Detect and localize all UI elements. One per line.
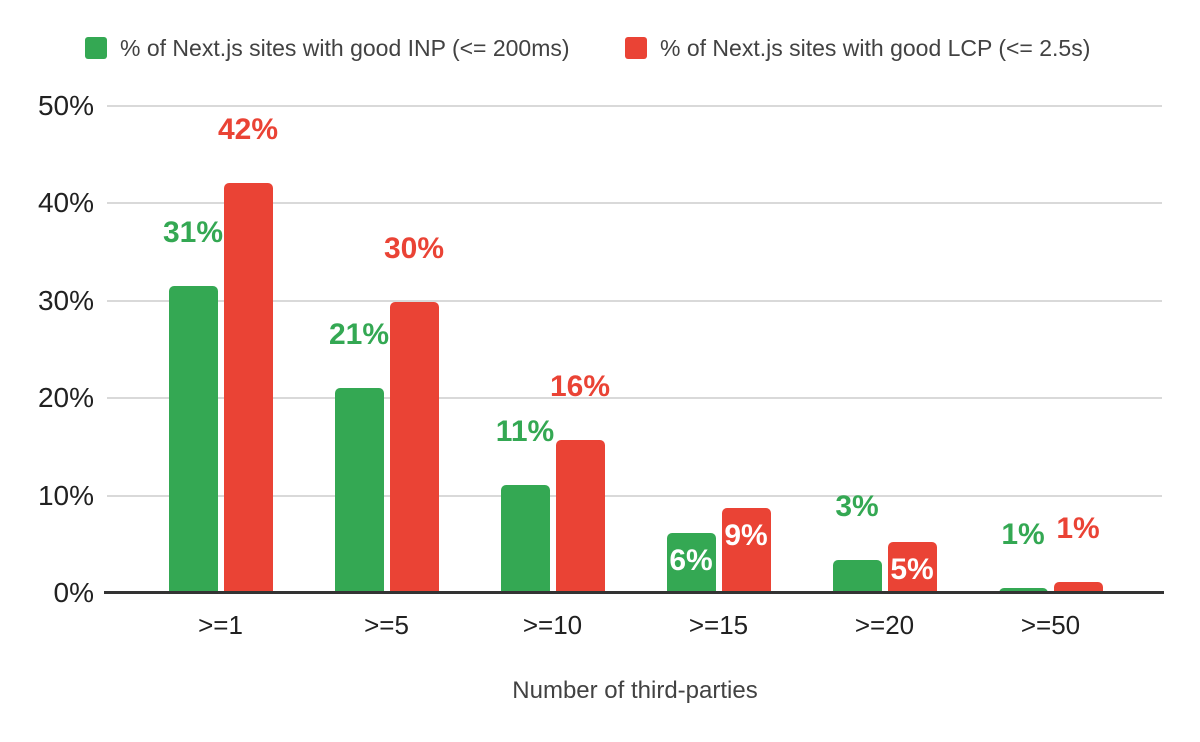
bar-label-lcp-ge15: 9% bbox=[724, 519, 768, 553]
bar-label-inp-ge1: 31% bbox=[162, 216, 224, 250]
bar-lcp-ge1 bbox=[223, 182, 273, 593]
bar-inp-ge5 bbox=[334, 388, 384, 593]
bar-lcp-ge5 bbox=[389, 301, 439, 593]
y-gridline-20 bbox=[107, 397, 1162, 400]
x-category-label-ge15: >=15 bbox=[688, 610, 749, 640]
bar-inp-ge15 bbox=[666, 532, 716, 593]
bar-label-lcp-ge50: 1% bbox=[1056, 512, 1100, 546]
bar-inp-ge50 bbox=[998, 587, 1048, 593]
legend-label-lcp: % of Next.js sites with good LCP (<= 2.5… bbox=[660, 35, 1091, 61]
y-gridline-40 bbox=[107, 202, 1162, 205]
x-category-label-ge10: >=10 bbox=[522, 610, 583, 640]
y-tick-label-10: 10% bbox=[37, 479, 94, 511]
x-axis-line bbox=[104, 591, 1164, 594]
x-category-label-ge20: >=20 bbox=[854, 610, 915, 640]
bar-lcp-ge10 bbox=[555, 440, 605, 593]
bar-lcp-ge50 bbox=[1053, 582, 1103, 593]
bar-label-lcp-ge10: 16% bbox=[549, 370, 611, 404]
y-tick-label-40: 40% bbox=[37, 187, 94, 219]
lcp-legend-swatch-icon bbox=[625, 37, 647, 59]
bar-lcp-ge20 bbox=[887, 542, 937, 593]
y-tick-label-20: 20% bbox=[37, 382, 94, 414]
y-gridline-50 bbox=[107, 105, 1162, 107]
bar-inp-ge1 bbox=[168, 286, 218, 593]
bar-label-lcp-ge20: 5% bbox=[890, 553, 934, 587]
bar-inp-ge20 bbox=[832, 559, 882, 593]
bar-lcp-ge15 bbox=[721, 508, 771, 593]
bar-label-inp-ge15: 6% bbox=[669, 543, 713, 577]
bar-label-lcp-ge1: 42% bbox=[217, 112, 279, 146]
y-gridline-30 bbox=[107, 299, 1162, 302]
bar-label-lcp-ge5: 30% bbox=[383, 231, 445, 265]
y-tick-label-0: 0% bbox=[53, 577, 94, 608]
bar-label-inp-ge20: 3% bbox=[835, 489, 879, 523]
inp-legend-swatch-icon bbox=[85, 37, 107, 59]
bar-inp-ge10 bbox=[500, 484, 550, 593]
bar-label-inp-ge5: 21% bbox=[328, 318, 390, 352]
x-category-label-ge5: >=5 bbox=[364, 610, 409, 640]
bar-label-inp-ge50: 1% bbox=[1001, 517, 1045, 551]
x-category-label-ge50: >=50 bbox=[1020, 610, 1081, 640]
bar-label-inp-ge10: 11% bbox=[495, 414, 555, 448]
y-tick-label-50: 50% bbox=[37, 90, 94, 121]
x-axis-title: Number of third-parties bbox=[512, 677, 758, 704]
x-category-label-ge1: >=1 bbox=[198, 610, 243, 640]
legend-label-inp: % of Next.js sites with good INP (<= 200… bbox=[120, 35, 570, 61]
y-gridline-10 bbox=[107, 494, 1162, 497]
y-tick-label-30: 30% bbox=[37, 284, 94, 316]
